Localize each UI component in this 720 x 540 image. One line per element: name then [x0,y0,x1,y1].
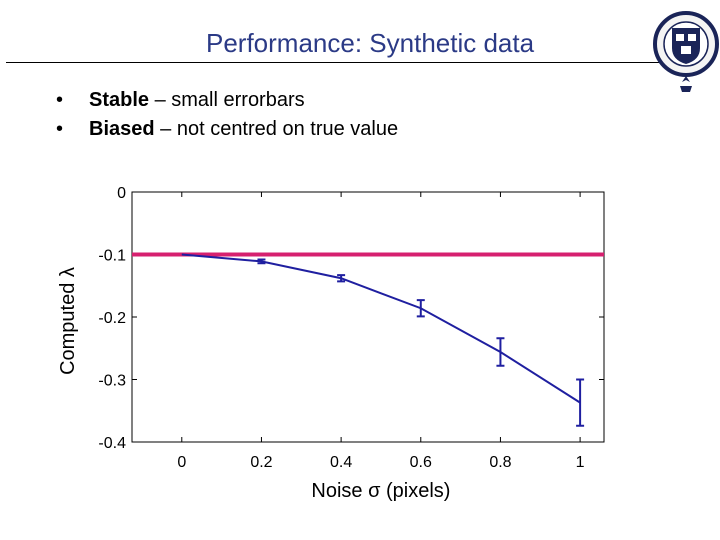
series-line [181,253,581,404]
bullet-item: • Biased – not centred on true value [56,115,398,144]
bullet-dot: • [56,89,64,111]
bullet-item: • Stable – small errorbars [56,86,398,115]
bullet-text: – not centred on true value [154,118,399,140]
x-axis-label: Noise σ (pixels) [311,480,450,502]
y-tick-label: -0.3 [98,373,126,390]
x-tick-label: 0 [177,454,186,471]
slide-title: Performance: Synthetic data [206,28,535,58]
y-axis-label: Computed λ [57,267,79,375]
x-tick-label: 1 [576,454,585,471]
bullet-list: • Stable – small errorbars • Biased – no… [56,86,398,144]
oxford-crest-icon [653,11,719,92]
x-tick-label: 0.6 [410,454,432,471]
plot-frame [131,191,605,443]
y-tick-label: -0.2 [98,310,126,327]
x-tick-label: 0.8 [489,454,511,471]
y-tick-label: -0.1 [98,248,126,265]
bullet-dot: • [56,118,64,140]
y-tick-label: -0.4 [98,435,126,452]
x-tick-label: 0.2 [250,454,272,471]
x-tick-label: 0.4 [330,454,352,471]
bullet-term: Biased [89,118,155,140]
bullet-term: Stable [89,89,150,111]
bullet-text: – small errorbars [149,89,305,111]
title-divider [6,62,666,63]
y-tick-label: 0 [117,185,126,202]
